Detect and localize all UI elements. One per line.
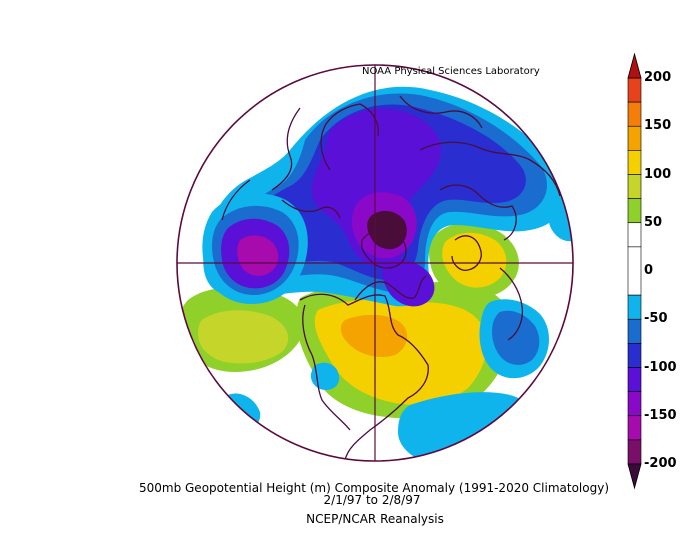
coastline — [299, 293, 429, 461]
caption-title: 500mb Geopotential Height (m) Composite … — [138, 481, 609, 495]
colorbar-tick-label: -200 — [644, 456, 677, 471]
colorbar-swatch — [627, 439, 642, 465]
anomaly-region — [492, 310, 540, 365]
coastline — [499, 267, 524, 341]
coastline — [320, 103, 379, 171]
coastline — [399, 95, 483, 129]
coastline — [439, 184, 517, 241]
coastline — [360, 228, 407, 269]
colorbar-tick-label: 50 — [644, 214, 663, 230]
colorbar-swatch — [627, 222, 642, 248]
colorbar-tick-label: -100 — [644, 359, 677, 375]
colorbar-over-triangle — [627, 52, 642, 79]
caption-source: NCEP/NCAR Reanalysis — [306, 512, 444, 526]
colorbar-swatch — [627, 367, 642, 392]
colorbar-swatch — [627, 294, 642, 320]
colorbar-swatch — [627, 343, 642, 368]
colorbar-swatch — [627, 391, 642, 417]
colorbar-tick-label: 150 — [644, 118, 672, 134]
colorbar-swatch — [627, 125, 642, 151]
caption-dates: 2/1/97 to 2/8/97 — [323, 493, 421, 507]
credit-text: NOAA Physical Sciences Laboratory — [362, 66, 540, 77]
colorbar-swatch — [627, 415, 642, 441]
coastline — [281, 199, 341, 219]
anomaly-region — [237, 235, 279, 276]
colorbar-tick-label: 100 — [644, 166, 672, 182]
colorbar-tick-label: -150 — [644, 407, 677, 423]
coastline — [221, 179, 251, 221]
coastline — [302, 304, 351, 431]
coastline — [354, 275, 427, 301]
colorbar-swatch — [627, 77, 642, 103]
anomaly-region — [548, 200, 573, 242]
coastline — [451, 235, 482, 271]
map-border — [176, 64, 574, 462]
colorbar-swatch — [627, 318, 642, 344]
graticule — [177, 65, 573, 461]
coastline — [271, 107, 301, 191]
anomaly-region — [442, 232, 507, 288]
anomaly-region — [311, 108, 441, 267]
anomaly-field — [178, 86, 573, 461]
coastline — [419, 141, 561, 197]
colorbar — [627, 52, 642, 490]
colorbar-tick-label: -50 — [644, 311, 668, 327]
colorbar-swatch — [627, 150, 642, 175]
colorbar-swatch — [627, 198, 642, 224]
anomaly-region — [340, 314, 408, 357]
colorbar-swatch — [627, 174, 642, 199]
colorbar-under-triangle — [627, 463, 642, 490]
anomaly-region — [382, 258, 435, 307]
anomaly-region — [367, 210, 407, 250]
colorbar-swatch — [627, 101, 642, 127]
colorbar-swatch — [627, 246, 642, 296]
colorbar-tick-label: 200 — [644, 70, 672, 85]
colorbar-tick-label: 0 — [644, 263, 654, 278]
anomaly-region — [198, 310, 289, 364]
